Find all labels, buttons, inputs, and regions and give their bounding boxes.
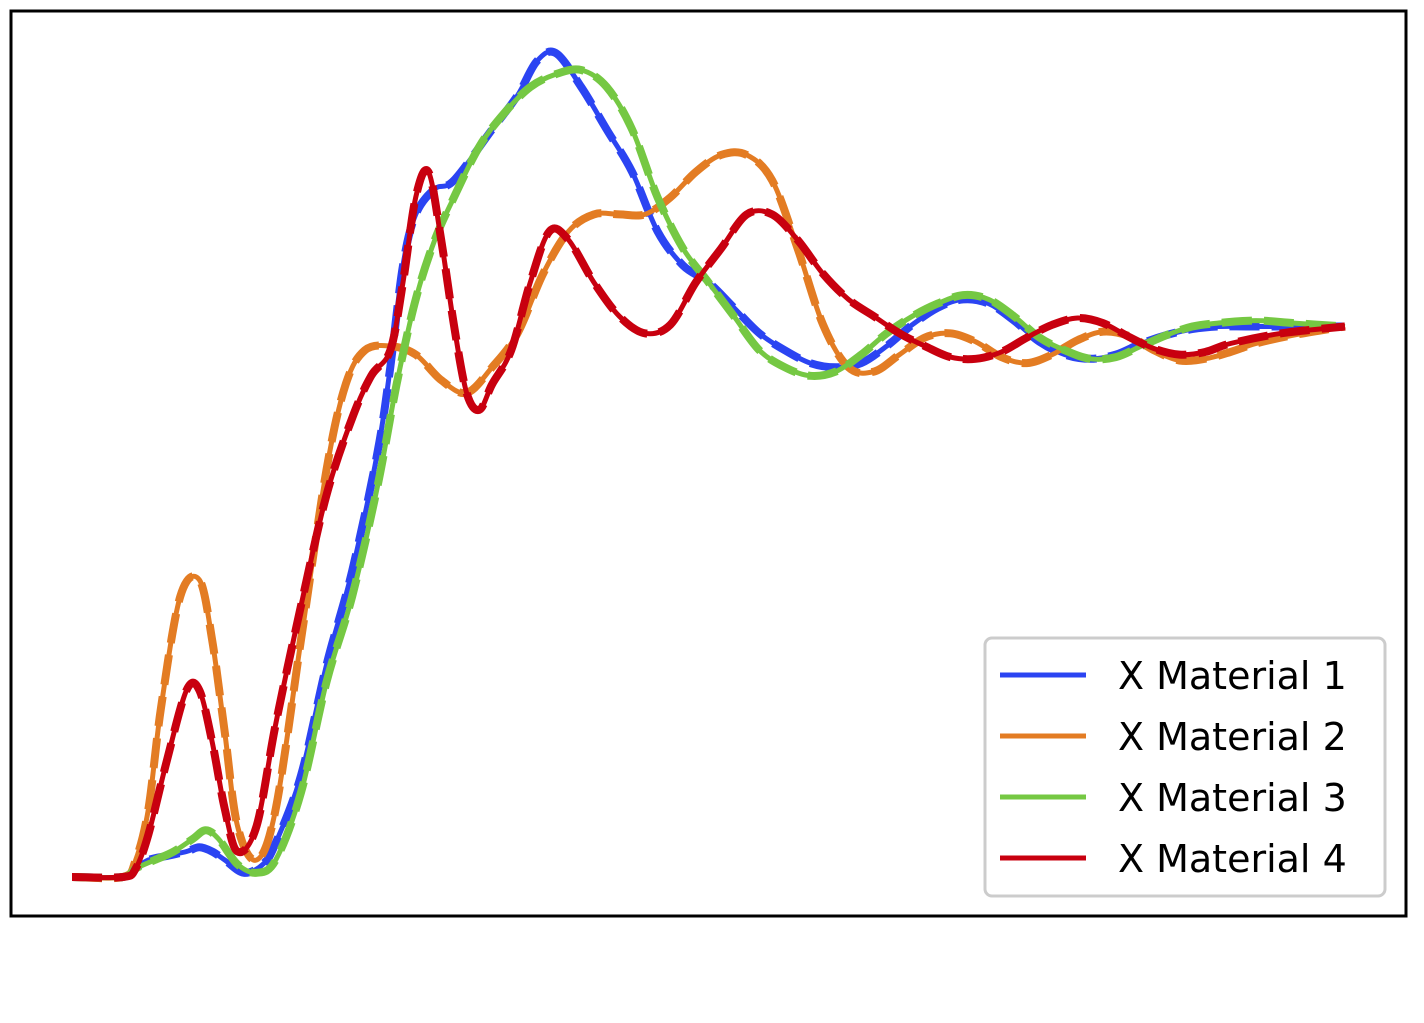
series-line-dashed xyxy=(71,166,1346,882)
legend-box xyxy=(983,636,1387,898)
legend-label: X Material 4 xyxy=(1118,837,1347,881)
legend-entry-3: X Material 3 xyxy=(1000,776,1347,820)
legend-label: X Material 1 xyxy=(1118,654,1347,698)
series-3 xyxy=(71,65,1346,882)
series-4 xyxy=(71,166,1346,882)
series-line-dashed xyxy=(71,148,1346,883)
legend-entry-2: X Material 2 xyxy=(1000,715,1347,759)
plot-frame xyxy=(9,9,1408,918)
series-2 xyxy=(71,148,1346,883)
legend-label: X Material 2 xyxy=(1118,715,1347,759)
legend-entry-4: X Material 4 xyxy=(1000,837,1347,881)
legend: X Material 1 X Material 2 X Material 3 X… xyxy=(983,636,1387,898)
series-line-dashed xyxy=(71,65,1346,882)
series-layer xyxy=(71,47,1346,883)
legend-label: X Material 3 xyxy=(1118,776,1347,820)
legend-entry-1: X Material 1 xyxy=(1000,654,1347,698)
